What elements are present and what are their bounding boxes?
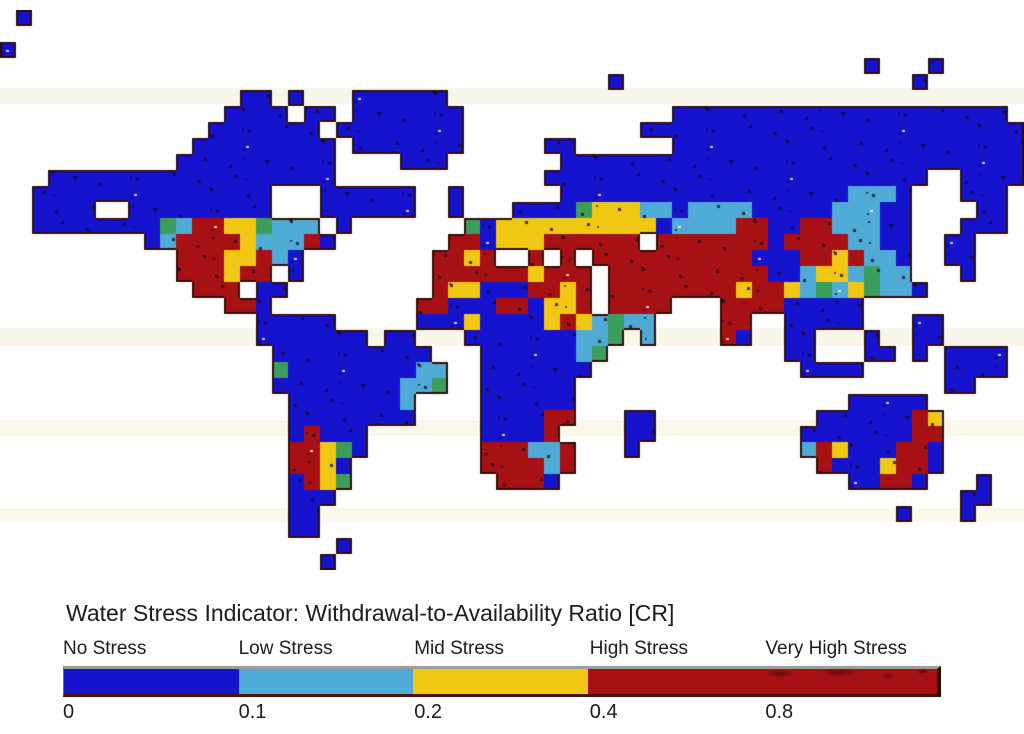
tick-0-8: 0.8 [765, 701, 794, 723]
colorbar-segment-mid-stress [413, 669, 588, 694]
legend-label-low-stress: Low Stress [238, 638, 333, 659]
colorbar-segment-no-stress [64, 669, 239, 694]
world-map-canvas [0, 10, 1024, 570]
colorbar-ticks: 0 0.1 0.2 0.4 0.8 [63, 701, 941, 724]
map-title: Water Stress Indicator: Withdrawal-to-Av… [66, 600, 675, 626]
legend-category-labels: No Stress Low Stress Mid Stress High Str… [63, 638, 941, 660]
legend-label-very-high-stress: Very High Stress [765, 638, 907, 659]
tick-0-4: 0.4 [589, 701, 618, 723]
legend-label-high-stress: High Stress [589, 638, 688, 659]
legend-label-no-stress: No Stress [63, 638, 147, 659]
tick-0: 0 [63, 701, 75, 723]
legend-label-mid-stress: Mid Stress [414, 638, 504, 659]
tick-0-2: 0.2 [414, 701, 442, 723]
tick-0-1: 0.1 [238, 701, 267, 723]
colorbar [63, 666, 941, 697]
colorbar-segment-high-stress [587, 669, 938, 694]
colorbar-segment-low-stress [238, 669, 414, 694]
